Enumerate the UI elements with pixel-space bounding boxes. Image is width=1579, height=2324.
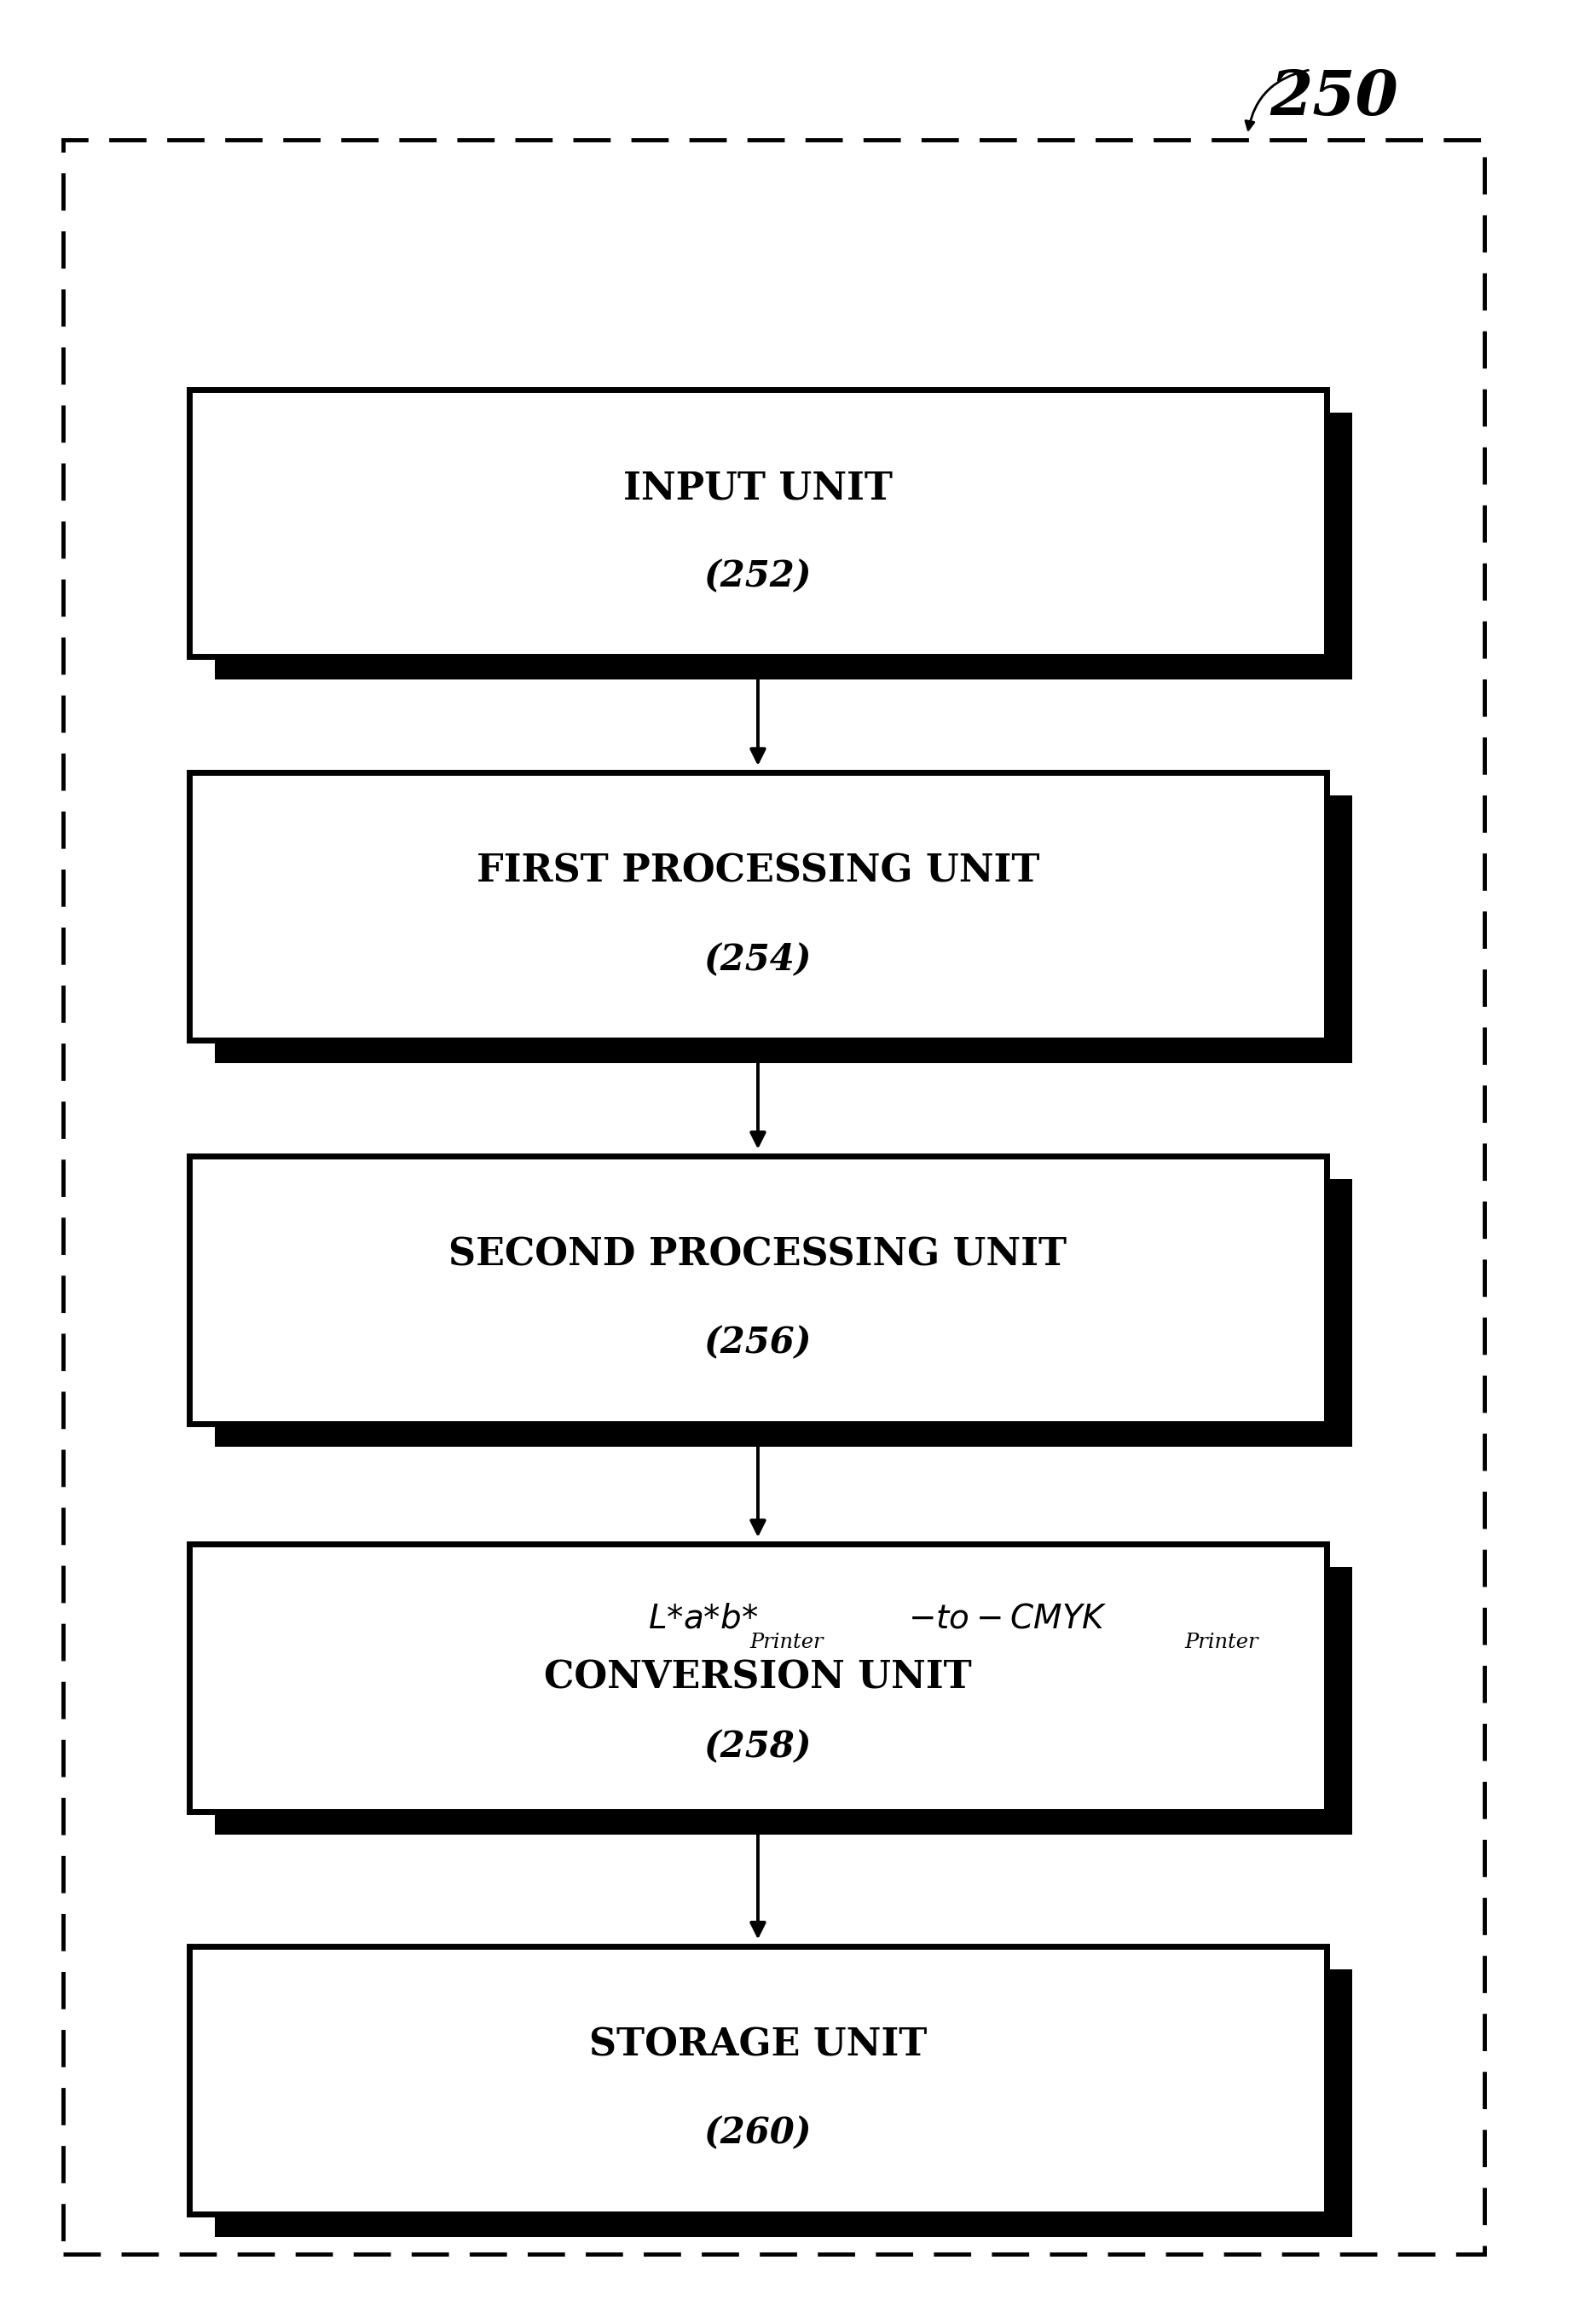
Text: (260): (260) [704, 2115, 812, 2152]
Bar [215, 1566, 1352, 1834]
Text: (252): (252) [704, 558, 812, 595]
Text: (254): (254) [704, 941, 812, 978]
Bar [215, 1968, 1352, 2236]
Text: SECOND PROCESSING UNIT: SECOND PROCESSING UNIT [448, 1236, 1067, 1274]
Bar [215, 795, 1352, 1062]
Text: Printer: Printer [1184, 1631, 1258, 1652]
Text: Printer: Printer [750, 1631, 824, 1652]
Bar [189, 1545, 1326, 1813]
Text: $\mathit{-to-CMYK}$: $\mathit{-to-CMYK}$ [908, 1604, 1107, 1634]
Text: STORAGE UNIT: STORAGE UNIT [589, 2027, 927, 2064]
Text: (258): (258) [704, 1729, 812, 1766]
Bar [189, 390, 1326, 658]
Text: $\mathit{L{*}a{*}b{*}}$: $\mathit{L{*}a{*}b{*}}$ [647, 1604, 758, 1634]
Text: FIRST PROCESSING UNIT: FIRST PROCESSING UNIT [477, 853, 1039, 890]
Bar [215, 411, 1352, 679]
Bar [189, 774, 1326, 1041]
Text: 250: 250 [1270, 67, 1399, 128]
Bar [189, 1157, 1326, 1422]
Text: (256): (256) [704, 1325, 812, 1362]
Text: INPUT UNIT: INPUT UNIT [624, 469, 892, 507]
Bar [189, 1948, 1326, 2212]
Bar [215, 1178, 1352, 1446]
Text: CONVERSION UNIT: CONVERSION UNIT [545, 1659, 971, 1697]
